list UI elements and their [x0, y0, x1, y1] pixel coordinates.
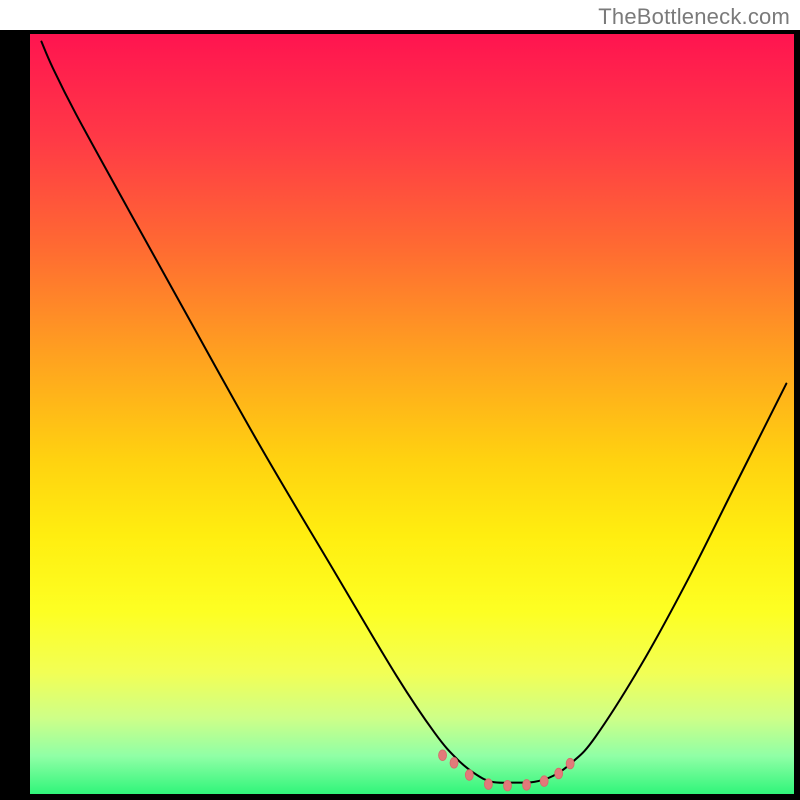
sweet-spot-marker — [450, 758, 458, 769]
watermark-text: TheBottleneck.com — [598, 4, 790, 30]
bottleneck-curve-chart — [0, 0, 800, 800]
sweet-spot-marker — [504, 780, 512, 791]
sweet-spot-marker — [566, 758, 574, 769]
sweet-spot-marker — [465, 770, 473, 781]
sweet-spot-marker — [484, 779, 492, 790]
sweet-spot-marker — [439, 750, 447, 761]
sweet-spot-marker — [555, 768, 563, 779]
sweet-spot-marker — [523, 780, 531, 791]
sweet-spot-marker — [540, 776, 548, 787]
chart-container: TheBottleneck.com — [0, 0, 800, 800]
